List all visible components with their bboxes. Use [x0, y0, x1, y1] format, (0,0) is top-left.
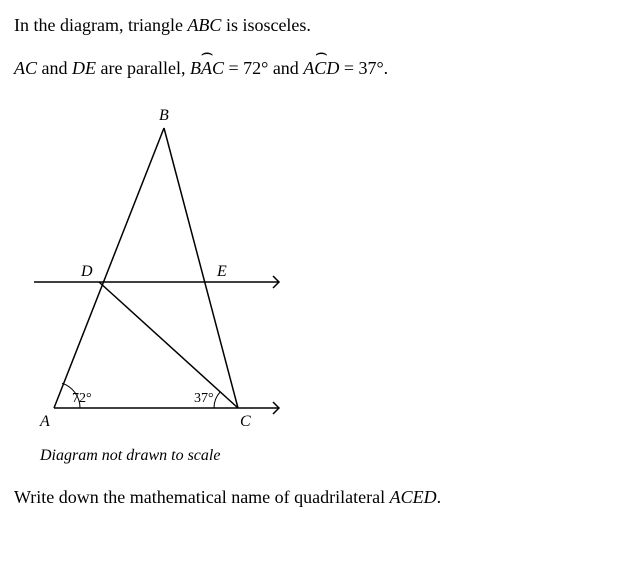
geometry-diagram: B D E A C 72° 37° — [14, 98, 314, 438]
svg-text:A: A — [39, 413, 50, 430]
svg-text:72°: 72° — [72, 391, 92, 406]
text: = — [339, 58, 358, 78]
text: and — [268, 58, 303, 78]
triangle-name: ABC — [187, 15, 221, 35]
problem-line-1: In the diagram, triangle ABC is isoscele… — [14, 12, 630, 39]
svg-text:D: D — [80, 263, 93, 280]
text: . — [437, 487, 442, 507]
text: . — [384, 58, 389, 78]
diagram-caption: Diagram not drawn to scale — [40, 444, 630, 468]
svg-text:37°: 37° — [194, 391, 214, 406]
text: In the diagram, triangle — [14, 15, 187, 35]
angle-bac: ⌢BAC — [190, 55, 224, 82]
angle-acd-value: 37° — [358, 58, 383, 78]
text: are parallel, — [96, 58, 190, 78]
segment-ac: AC — [14, 58, 37, 78]
segment-de: DE — [72, 58, 96, 78]
angle-acd: ⌢ACD — [303, 55, 339, 82]
text: is isosceles. — [221, 15, 311, 35]
svg-text:C: C — [240, 413, 251, 430]
angle-bac-value: 72° — [243, 58, 268, 78]
geometry-svg: B D E A C 72° 37° — [14, 98, 314, 438]
text: Write down the mathematical name of quad… — [14, 487, 390, 507]
quad-name: ACED — [390, 487, 437, 507]
svg-text:B: B — [159, 107, 169, 124]
problem-line-2: AC and DE are parallel, ⌢BAC = 72° and ⌢… — [14, 55, 630, 82]
text: = — [224, 58, 243, 78]
question-text: Write down the mathematical name of quad… — [14, 484, 630, 511]
text: and — [37, 58, 72, 78]
svg-text:E: E — [216, 263, 227, 280]
